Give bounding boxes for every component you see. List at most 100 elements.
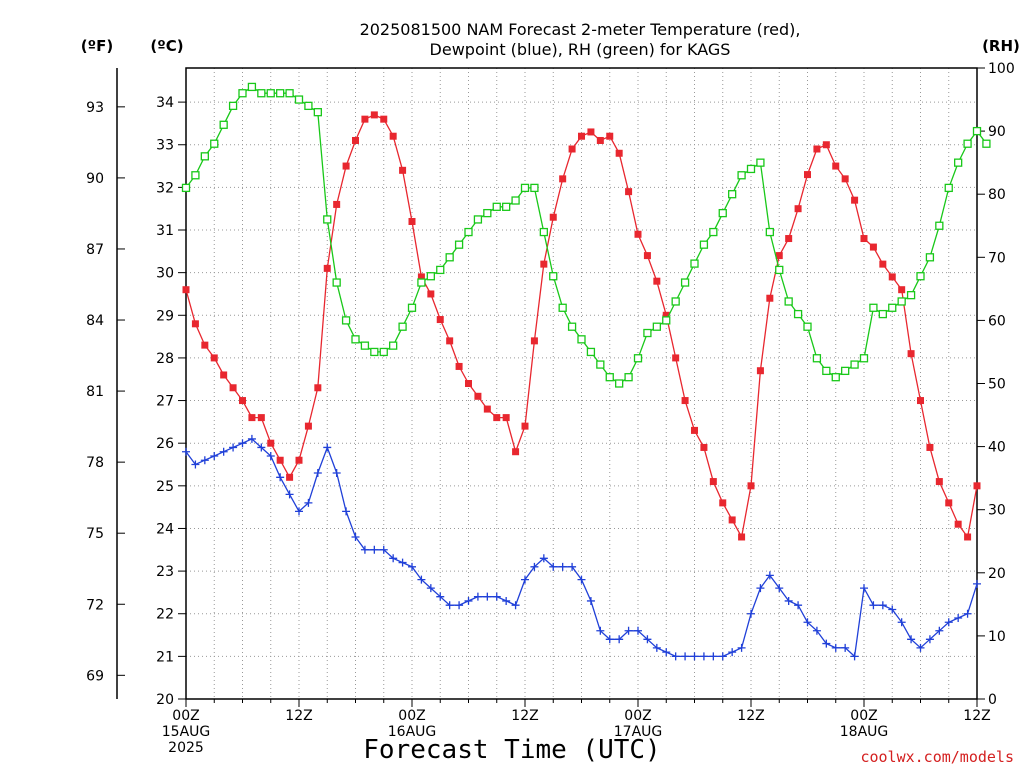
- temperature-point: [370, 111, 378, 119]
- dewpoint-point: [360, 545, 369, 554]
- series-layer: [181, 82, 991, 661]
- chart-title-line2: Dewpoint (blue), RH (green) for KAGS: [430, 40, 731, 59]
- rh-point: [407, 303, 417, 312]
- x-tick-label: 12Z: [285, 708, 312, 724]
- rh-point: [341, 316, 351, 325]
- x-tick-label: 17AUG: [614, 724, 663, 740]
- temperature-point: [898, 286, 906, 294]
- rh-point: [219, 120, 228, 129]
- dewpoint-point: [473, 592, 482, 601]
- rh-point: [200, 152, 209, 161]
- temperature-point: [493, 414, 501, 422]
- dewpoint-point: [219, 447, 228, 456]
- temperature-point: [455, 362, 463, 370]
- dewpoint-point: [812, 626, 821, 635]
- rh-point: [963, 139, 972, 148]
- dewpoint-point: [210, 451, 219, 460]
- dewpoint-point: [295, 507, 303, 516]
- dewpoint-point: [709, 652, 718, 661]
- rh-point: [210, 139, 219, 148]
- dewpoint-point: [897, 618, 906, 627]
- dewpoint-point: [426, 584, 435, 593]
- dewpoint-point: [266, 451, 275, 460]
- temperature-point: [295, 456, 303, 464]
- rh-tick-label: 90: [988, 124, 1006, 140]
- celsius-tick-label: 23: [156, 564, 174, 580]
- dewpoint-point: [756, 584, 765, 593]
- fahrenheit-tick-label: 72: [86, 597, 104, 613]
- temperature-point: [568, 145, 576, 153]
- temperature-point: [333, 200, 341, 208]
- dewpoint-point: [351, 532, 360, 541]
- rh-point: [530, 183, 539, 193]
- dewpoint-point: [238, 439, 247, 448]
- rh-point: [502, 202, 511, 211]
- temperature-point: [700, 443, 708, 451]
- dewpoint-point: [586, 596, 595, 605]
- x-tick-label: 18AUG: [840, 724, 889, 740]
- temperature-point: [436, 316, 444, 324]
- rh-point: [803, 322, 812, 331]
- dewpoint-point: [634, 626, 642, 635]
- temperature-point: [964, 533, 972, 541]
- temperature-point: [210, 354, 218, 362]
- temperature-point: [474, 392, 482, 400]
- temperature-point: [502, 414, 510, 422]
- temperature-point: [841, 175, 849, 183]
- temperature-point: [822, 141, 830, 149]
- dewpoint-point: [492, 592, 501, 601]
- temperature-point: [851, 196, 859, 204]
- temperature-point: [248, 414, 256, 422]
- rh-point: [680, 278, 690, 287]
- credit-text: coolwx.com/models: [860, 748, 1014, 766]
- x-tick-label: 00Z: [172, 708, 199, 724]
- celsius-tick-label: 33: [156, 138, 174, 154]
- temperature-point: [408, 217, 416, 225]
- temperature-point: [257, 414, 265, 422]
- dewpoint-point: [408, 562, 416, 571]
- dewpoint-point: [973, 579, 981, 588]
- rh-point: [888, 303, 897, 312]
- dewpoint-point: [784, 596, 793, 605]
- rh-point: [690, 259, 699, 268]
- rh-point: [285, 89, 294, 98]
- temperature-point: [191, 320, 199, 328]
- temperature-point: [691, 426, 698, 434]
- temperature-point: [954, 520, 962, 528]
- temperature-point: [540, 260, 548, 268]
- dewpoint-point: [200, 456, 209, 465]
- dewpoint-point: [398, 558, 407, 567]
- rh-point: [765, 227, 774, 237]
- temperature-point: [465, 380, 472, 387]
- dewpoint-point: [794, 601, 803, 610]
- x-tick-label: 00Z: [850, 708, 877, 724]
- dewpoint-point: [502, 596, 511, 605]
- x-tick-label: 12Z: [511, 708, 538, 724]
- rh-point: [812, 354, 822, 363]
- fahrenheit-tick-label: 93: [86, 100, 104, 116]
- rh-point: [473, 215, 483, 224]
- x-tick-label: 2025: [168, 740, 204, 756]
- celsius-tick-label: 20: [156, 692, 174, 708]
- temperature-point: [549, 213, 557, 221]
- dewpoint-point: [596, 626, 605, 635]
- rh-point: [511, 196, 520, 205]
- temperature-point: [267, 439, 275, 447]
- rh-tick-label: 80: [988, 187, 1006, 203]
- temperature-point: [361, 115, 369, 123]
- temperature-point: [323, 264, 331, 272]
- temperature-point: [869, 243, 877, 251]
- dewpoint-point: [483, 592, 492, 601]
- dewpoint-point: [379, 545, 388, 554]
- dewpoint-point: [860, 584, 868, 593]
- rh-point: [643, 328, 652, 338]
- rh-point: [897, 297, 906, 306]
- rh-point: [850, 360, 859, 369]
- dewpoint-point: [304, 498, 313, 507]
- fahrenheit-tick-label: 81: [86, 384, 104, 400]
- dewpoint-point: [718, 652, 727, 661]
- dewpoint-point: [445, 601, 454, 610]
- rh-point: [228, 101, 238, 111]
- temperature-point: [314, 384, 322, 392]
- x-axis-label: Forecast Time (UTC): [363, 735, 660, 765]
